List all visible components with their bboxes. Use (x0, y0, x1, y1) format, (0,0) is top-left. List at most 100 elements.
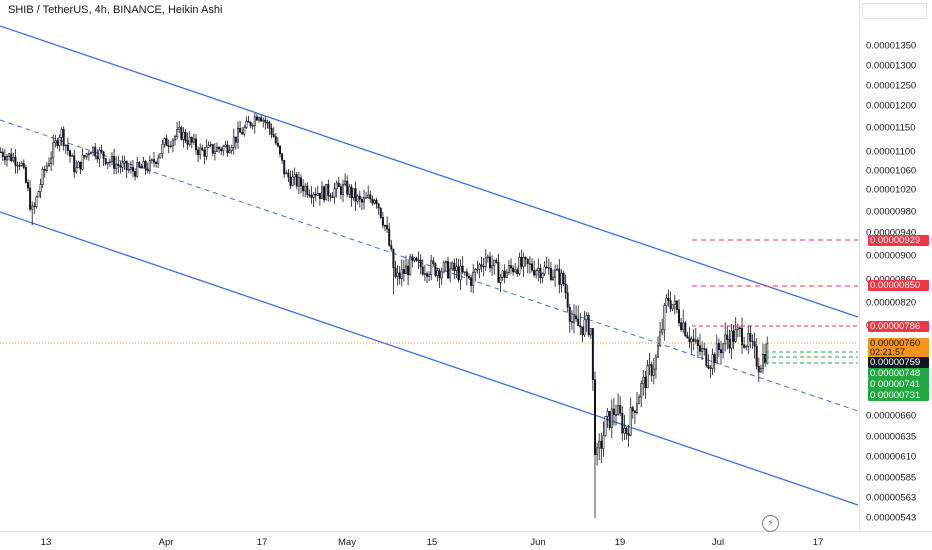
candle-body (346, 180, 349, 195)
candle-body (111, 156, 114, 163)
candle-body (136, 162, 139, 177)
candle-body (318, 193, 321, 199)
candle-body (738, 327, 741, 330)
candle-body (747, 333, 750, 347)
candle-body (703, 348, 706, 350)
candle-body (167, 145, 170, 147)
candle-body (457, 266, 460, 281)
candle-body (451, 262, 454, 270)
candle-body (197, 149, 200, 156)
candle-body (117, 163, 120, 167)
candle-body (249, 121, 252, 126)
candle-body (230, 147, 233, 151)
candle-body (724, 334, 727, 345)
chart-toolbar-box[interactable] (862, 3, 927, 19)
candle-body (661, 328, 664, 333)
candle-body (551, 276, 554, 280)
candle-body (344, 180, 347, 185)
candle-body (726, 334, 729, 340)
candle-body (165, 138, 168, 147)
candle-body (102, 151, 105, 159)
candle-body (629, 407, 632, 436)
price-label-orange: 0.00000760 (868, 338, 929, 349)
candle-body (682, 322, 685, 331)
candle-body (404, 265, 407, 274)
time-tick-label: 15 (426, 537, 438, 548)
candle-body (711, 354, 714, 369)
candle-body (60, 129, 63, 138)
candle-body (482, 265, 485, 268)
candle-body (575, 315, 578, 320)
candle-body (556, 268, 559, 271)
price-tick-label: 0.00001100 (866, 146, 916, 158)
candle-body (327, 183, 330, 196)
candle-body (493, 259, 496, 266)
candle-body (377, 203, 380, 209)
candle-body (0, 151, 2, 154)
candle-body (142, 161, 145, 169)
candle-body (442, 262, 445, 273)
price-label-green: 0.00000731 (868, 390, 929, 401)
candle-body (329, 195, 332, 198)
candle-body (278, 145, 281, 155)
candle-body (549, 268, 552, 280)
candle-body (283, 159, 286, 175)
candle-body (281, 153, 284, 161)
candle-body (423, 273, 426, 275)
candle-body (593, 379, 596, 455)
candle-body (386, 225, 389, 230)
candle-body (635, 403, 638, 413)
candle-body (562, 272, 565, 285)
candle-body (58, 137, 61, 146)
candle-body (543, 266, 546, 275)
candle-body (501, 270, 504, 278)
candle-body (73, 155, 76, 173)
candle-body (709, 367, 712, 369)
candle-body (39, 184, 42, 192)
candle-body (654, 356, 657, 370)
candle-body (245, 120, 248, 128)
candle-body (312, 194, 315, 198)
candle-body (24, 167, 27, 183)
candle-body (285, 172, 288, 175)
candle-body (157, 157, 160, 164)
candle-body (388, 228, 391, 246)
candle-body (673, 300, 676, 305)
candle-body (623, 428, 626, 434)
candle-body (415, 257, 418, 261)
candle-body (604, 416, 607, 437)
candle-body (226, 144, 229, 153)
candle-body (134, 170, 137, 177)
channel-median-line (0, 119, 859, 412)
candle-body (253, 116, 256, 126)
candle-body (10, 153, 13, 162)
lightning-icon[interactable]: ⚡ (762, 515, 779, 532)
candle-body (701, 348, 704, 352)
symbol-title[interactable]: SHIB / TetherUS, 4h, BINANCE, Heikin Ash… (8, 4, 223, 16)
candle-body (144, 161, 147, 170)
candle-body (365, 197, 368, 199)
candle-body (480, 264, 483, 267)
candle-body (87, 153, 90, 155)
price-label-red: 0.00000850 (868, 280, 929, 291)
candle-body (507, 265, 510, 273)
candle-body (577, 318, 580, 327)
candle-body (663, 305, 666, 330)
candle-body (614, 414, 617, 416)
candle-body (764, 354, 767, 364)
candle-body (707, 365, 710, 369)
candle-body (583, 319, 586, 336)
candle-body (26, 182, 29, 189)
candle-body (159, 153, 162, 159)
price-label-green: 0.00000748 (868, 368, 929, 379)
candle-body (719, 349, 722, 354)
candle-body (255, 116, 258, 121)
candle-body (85, 153, 88, 158)
candle-body (216, 146, 219, 152)
price-tick-label: 0.00000940 (866, 227, 917, 239)
candle-body (45, 165, 48, 171)
candle-body (3, 156, 6, 161)
candle-body (146, 168, 149, 172)
